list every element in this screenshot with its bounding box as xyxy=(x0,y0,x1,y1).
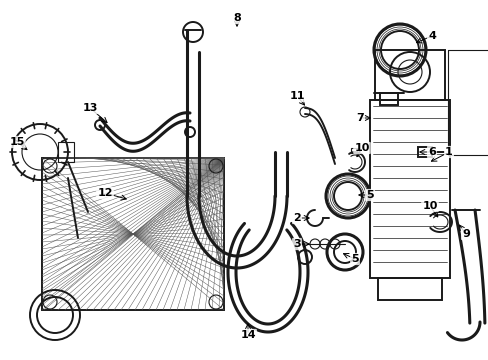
Bar xyxy=(42,158,224,310)
Bar xyxy=(447,50,488,155)
Bar xyxy=(374,50,444,100)
Bar xyxy=(350,148,358,153)
Text: 2: 2 xyxy=(292,213,300,223)
Text: 9: 9 xyxy=(461,229,469,239)
Text: 5: 5 xyxy=(350,254,358,264)
Text: 12: 12 xyxy=(97,188,113,198)
Text: 10: 10 xyxy=(422,201,437,211)
Bar xyxy=(379,93,397,105)
Text: 7: 7 xyxy=(355,113,363,123)
Bar xyxy=(417,147,431,157)
Text: 15: 15 xyxy=(9,137,24,147)
Text: 5: 5 xyxy=(366,190,373,200)
Bar xyxy=(58,142,74,162)
Text: 3: 3 xyxy=(293,239,300,249)
Text: 10: 10 xyxy=(354,143,369,153)
Text: 8: 8 xyxy=(233,13,241,23)
Text: 11: 11 xyxy=(289,91,304,101)
Text: 13: 13 xyxy=(82,103,98,113)
Bar xyxy=(369,100,449,278)
Text: 4: 4 xyxy=(427,31,435,41)
Bar xyxy=(377,278,441,300)
Text: 1: 1 xyxy=(444,147,452,157)
Text: 14: 14 xyxy=(240,330,255,340)
Text: 6: 6 xyxy=(427,147,435,157)
